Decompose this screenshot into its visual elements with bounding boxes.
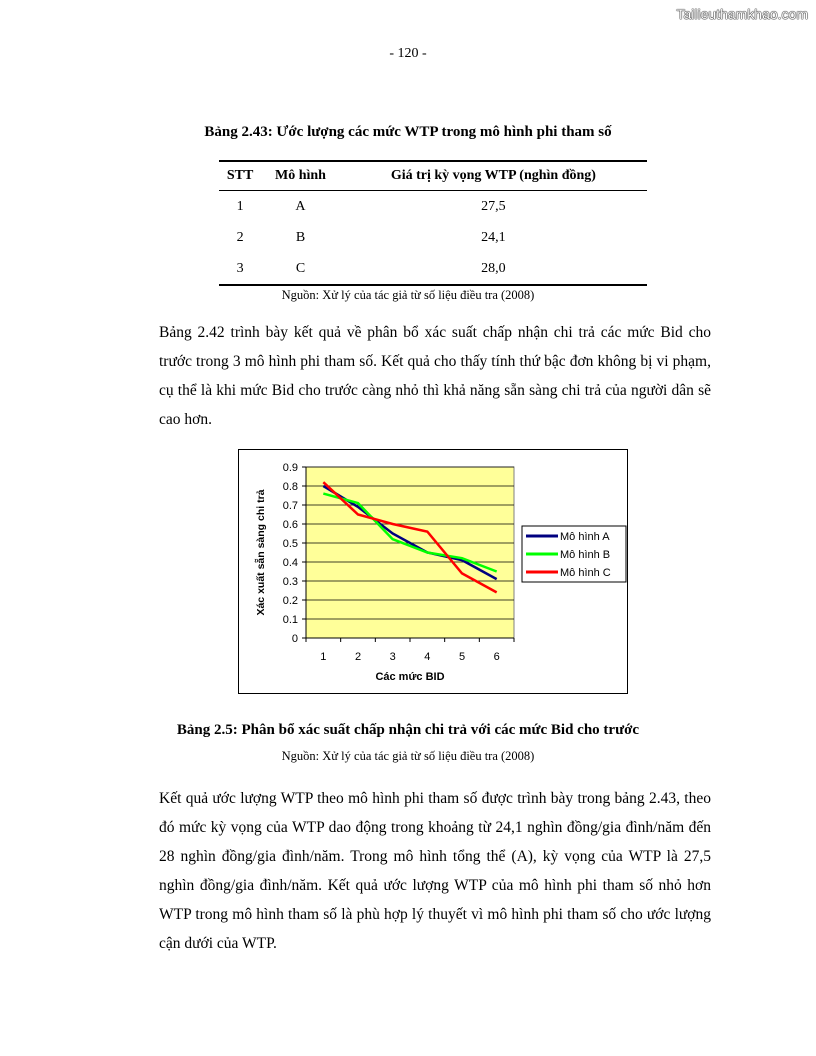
x-tick-label: 4	[424, 651, 430, 663]
y-tick-label: 0.6	[283, 519, 298, 531]
header-stt: STT	[219, 160, 262, 191]
chart-source: Nguồn: Xử lý của tác giả từ số liệu điều…	[281, 749, 535, 763]
cell: 27,5	[481, 198, 506, 214]
x-tick-label: 2	[355, 651, 361, 663]
chart: 0 0.1 0.2 0.3 0.4 0.5 0.6 0.7 0.8 0.9 1 2 3 4 5 6 Các mứ…	[238, 449, 628, 694]
table-caption: Bảng 2.43: Ước lượng các mức WTP trong m…	[204, 124, 612, 140]
line-chart: 0 0.1 0.2 0.3 0.4 0.5 0.6 0.7 0.8 0.9 1 2 3 4 5 6 Các mứ…	[254, 462, 627, 683]
series-line	[322, 484, 498, 581]
series-line	[322, 481, 498, 594]
y-tick-label: 0.1	[283, 614, 298, 626]
y-tick-label: 0	[292, 633, 298, 645]
legend-label: Mô hình C	[560, 567, 611, 579]
header-model: Mô hình	[261, 160, 340, 191]
paragraph-2: Kết quả ước lượng WTP theo mô hình phi t…	[159, 790, 711, 952]
paragraph-1: Bảng 2.42 trình bày kết quả về phân bổ x…	[159, 324, 711, 428]
cell: 24,1	[481, 229, 506, 245]
y-tick-label: 0.2	[283, 595, 298, 607]
plot-area	[305, 466, 515, 639]
legend-label: Mô hình B	[560, 549, 610, 561]
header-wtp: Giá trị kỳ vọng WTP (nghìn đồng)	[339, 160, 647, 191]
x-tick-label: 5	[459, 651, 465, 663]
series-line	[323, 492, 498, 573]
y-tick-label: 0.4	[283, 557, 298, 569]
cell: 3	[219, 253, 262, 286]
x-axis-label: Các mức BID	[375, 671, 444, 683]
legend-label: Mô hình A	[560, 531, 610, 543]
x-tick-label: 6	[494, 651, 500, 663]
cell: A	[295, 198, 306, 214]
y-tick-label: 0.9	[283, 462, 298, 474]
chart-caption: Bảng 2.5: Phân bổ xác suất chấp nhận chi…	[176, 722, 640, 738]
x-tick-label: 3	[390, 651, 396, 663]
page-number: - 120 -	[389, 46, 427, 61]
cell: 1	[236, 198, 244, 214]
watermark: Tailieuthamkhao.com	[676, 6, 808, 22]
table-row: 3 C 28,0	[219, 253, 647, 286]
y-tick-label: 0.8	[283, 481, 298, 493]
x-tick-label: 1	[320, 651, 326, 663]
cell: 28,0	[339, 253, 647, 286]
cell: 2	[236, 229, 244, 245]
table-row: 2 B 24,1	[219, 222, 647, 253]
y-axis-label: Xác xuất sẵn sàng chi trả	[254, 489, 267, 615]
table-row: 1 A 27,5	[219, 191, 647, 223]
y-tick-label: 0.7	[283, 500, 298, 512]
y-tick-label: 0.3	[283, 576, 298, 588]
cell: C	[261, 253, 340, 286]
wtp-table: STT Mô hình Giá trị kỳ vọng WTP (nghìn đ…	[219, 160, 647, 286]
y-tick-label: 0.5	[283, 538, 298, 550]
table-source: Nguồn: Xử lý của tác giả từ số liệu điều…	[281, 288, 535, 302]
cell: B	[295, 229, 306, 245]
